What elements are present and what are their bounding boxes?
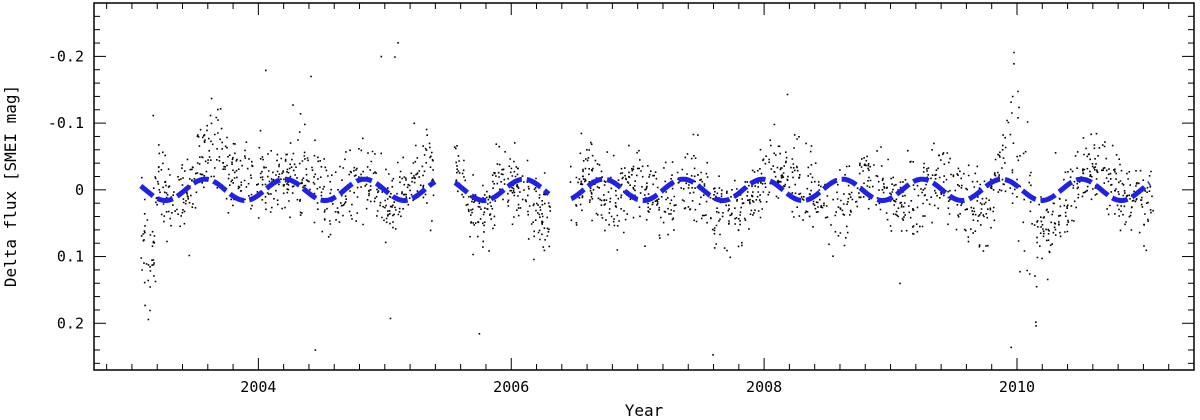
x-tick-label: 2010 [999, 378, 1035, 396]
x-axis-title: Year [625, 401, 664, 420]
y-tick-label: -0.1 [48, 114, 84, 132]
y-axis-title: Delta flux [SMEI mag] [1, 85, 20, 287]
model-curve [139, 176, 1151, 203]
y-tick-label: 0.1 [57, 248, 84, 266]
y-tick-label: 0.2 [57, 314, 84, 332]
x-tick-label: 2004 [240, 378, 276, 396]
model-sine-curve [139, 176, 1151, 203]
x-tick-label: 2008 [746, 378, 782, 396]
y-tick-label: 0 [75, 181, 84, 199]
x-tick-label: 2006 [493, 378, 529, 396]
plot-frame [93, 2, 1195, 371]
axis-ticks: 2004 2006 2008 2010 -0.2 -0.1 0 0.1 0.2 [48, 3, 1194, 396]
y-tick-label: -0.2 [48, 47, 84, 65]
